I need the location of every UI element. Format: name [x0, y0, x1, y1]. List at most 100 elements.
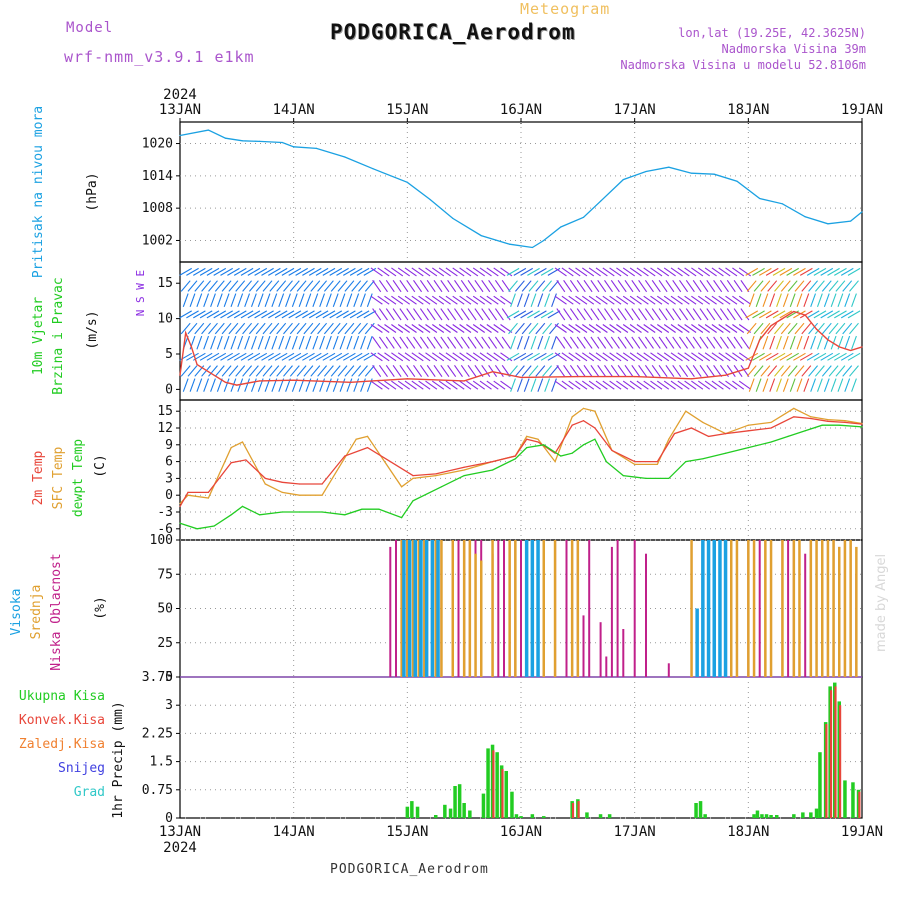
precip-bar	[530, 814, 535, 818]
wind-barb	[186, 267, 199, 276]
wind-barb	[406, 364, 416, 378]
wind-barb	[312, 293, 319, 307]
wind-barb	[384, 352, 397, 362]
wind-barb	[650, 380, 663, 390]
cloud-bar	[530, 540, 535, 677]
wind-barb	[563, 364, 573, 378]
wind-barb	[351, 280, 362, 292]
temp-sfc-line-point	[537, 438, 539, 440]
wind-barb	[201, 280, 212, 292]
wind-barb	[644, 279, 654, 293]
wind-barb	[303, 322, 314, 335]
wind-barb	[399, 308, 409, 321]
wind-speed-line-point	[690, 378, 693, 380]
wind-barb	[264, 335, 271, 350]
cloud-bar	[667, 663, 670, 677]
wind-barb	[325, 335, 332, 350]
cloud-bar	[718, 540, 722, 677]
wind-barb	[561, 267, 574, 277]
wind-barb	[752, 310, 765, 319]
wind-barb	[704, 352, 717, 362]
wind-barb	[776, 293, 782, 307]
wind-barb	[228, 280, 239, 292]
wind-barb	[351, 322, 362, 335]
wind-barb	[210, 293, 216, 307]
wind-barb	[213, 267, 227, 276]
wind-barb	[413, 336, 423, 349]
wind-barb	[397, 324, 411, 333]
wind-barb	[762, 335, 769, 350]
wind-barb	[440, 308, 450, 321]
wind-barb	[199, 310, 213, 319]
wind-barb	[237, 335, 244, 350]
wind-barb	[549, 365, 559, 377]
wind-barb	[288, 310, 302, 319]
wind-barb	[746, 365, 757, 377]
wind-barb	[248, 322, 259, 335]
wind-barb	[740, 308, 750, 321]
cloud-ytick-label: 100	[150, 533, 173, 548]
wind-barb	[288, 352, 302, 361]
wind-barb	[486, 352, 499, 362]
wind-barb	[358, 365, 368, 377]
wind-barb	[665, 336, 675, 349]
temp-2m-line-point	[582, 420, 585, 422]
wind-speed-line-point	[815, 328, 818, 330]
wind-barb	[194, 322, 205, 335]
wind-barb	[719, 308, 729, 321]
wind-barb	[745, 310, 759, 319]
wind-barb	[213, 310, 227, 319]
wind-barb	[221, 365, 232, 377]
wind-barb	[725, 324, 738, 333]
wind-barb	[494, 364, 504, 378]
cloud-ytick-label: 25	[157, 636, 173, 651]
wind-barb	[302, 310, 315, 319]
bottom-time-label: 18JAN	[727, 824, 769, 840]
wind-barb	[527, 310, 540, 319]
wind-barb	[419, 364, 429, 378]
wind-barb	[760, 365, 771, 377]
pressure-line-point	[241, 140, 244, 142]
wind-barb	[281, 310, 295, 319]
cloud-bar	[451, 540, 454, 677]
wind-barb	[411, 324, 424, 333]
pressure-line-point	[804, 216, 806, 218]
wind-barb	[271, 293, 278, 307]
wind-barb	[404, 267, 417, 277]
precip-bar	[825, 724, 828, 818]
wind-barb	[220, 267, 233, 276]
wind-barb	[725, 352, 738, 362]
wind-barb	[366, 335, 373, 350]
cloud-bar	[792, 540, 796, 677]
wind-barb	[404, 352, 417, 362]
wind-barb	[514, 365, 525, 377]
pressure-panel: 1002 1008 1014 1020	[142, 121, 863, 263]
top-time-label: 16JAN	[500, 102, 542, 118]
wind-speed-line-point	[520, 376, 522, 378]
bottom-time-label: 19JAN	[841, 824, 883, 840]
cloud-bar	[457, 540, 460, 677]
temp-2m-line-point	[412, 475, 414, 477]
cloud-bar	[520, 540, 522, 677]
wind-barb	[391, 324, 404, 333]
wind-barb	[235, 365, 246, 377]
temp-2m-line-point	[245, 459, 247, 461]
wind-barb	[556, 336, 566, 349]
wind-barb	[828, 365, 839, 377]
wind-barb	[595, 324, 608, 333]
wind-barb	[360, 378, 366, 392]
wind-barb	[547, 310, 561, 319]
wind-barb	[296, 322, 307, 335]
wind-barb	[528, 322, 539, 335]
temp-dewpt-line-point	[622, 475, 624, 477]
wind-barb	[803, 293, 810, 307]
wind-barb	[255, 280, 266, 292]
cloud-bar	[588, 540, 591, 677]
wind-barb	[814, 365, 825, 377]
wind-barb	[540, 267, 554, 276]
credit-text: made by Angel	[874, 553, 889, 652]
wind-barb	[643, 380, 656, 390]
wind-barb	[242, 365, 253, 377]
wind-barb	[210, 335, 216, 350]
temp-sfc-line-point	[179, 503, 181, 505]
